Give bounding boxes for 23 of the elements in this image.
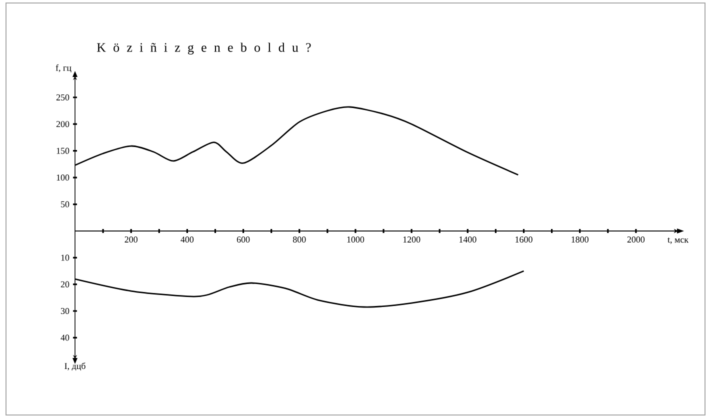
x-tick-label: 800 <box>293 236 306 243</box>
x-tick-label: 1800 <box>572 236 588 243</box>
y-axis-title: f, гц <box>56 64 72 72</box>
y-tick-label: 30 <box>60 308 70 314</box>
chart-title: K ö z i ñ i z g e n e b o l d u ? <box>96 42 311 54</box>
y-tick-label: 100 <box>56 174 70 181</box>
x-tick-label: 1000 <box>347 236 364 243</box>
y-tick-label: 10 <box>61 254 70 261</box>
y-tick-label: 50 <box>61 201 70 208</box>
x-axis-title: t, мск <box>668 238 689 244</box>
x-tick-label: 2000 <box>627 236 645 243</box>
y-tick-label: 150 <box>56 148 70 154</box>
y-axis-title: I, дцб <box>64 362 86 371</box>
x-tick-label: 1600 <box>516 236 532 243</box>
x-tick-label: 1400 <box>459 236 476 243</box>
y-tick-label: 40 <box>60 334 70 341</box>
y-tick-label: 20 <box>60 281 70 288</box>
y-tick-label: 250 <box>56 94 70 100</box>
y-tick-label: 200 <box>56 121 70 128</box>
x-tick-label: 400 <box>180 236 194 243</box>
x-tick-label: 600 <box>236 236 250 243</box>
x-tick-label: 200 <box>124 236 138 243</box>
x-tick-label: 1200 <box>403 236 420 243</box>
